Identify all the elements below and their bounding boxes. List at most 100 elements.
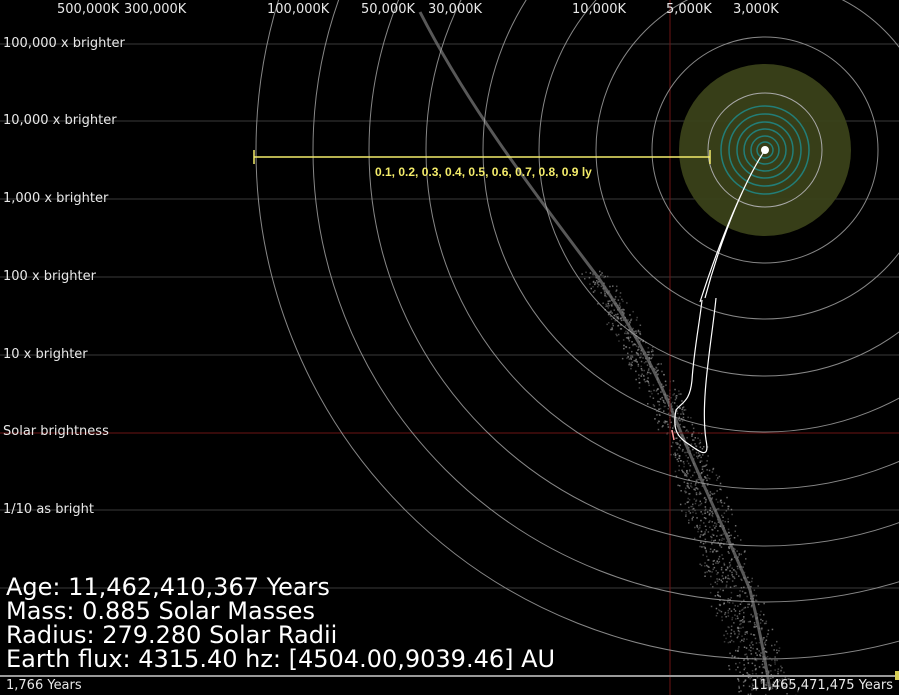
- scatter-point: [774, 686, 776, 688]
- scatter-point: [716, 594, 719, 596]
- scatter-point: [708, 521, 710, 523]
- scatter-point: [705, 549, 707, 552]
- scatter-point: [694, 484, 697, 486]
- scatter-point: [629, 336, 632, 339]
- scatter-point: [737, 635, 739, 638]
- scatter-point: [648, 353, 650, 356]
- scatter-point: [781, 678, 784, 681]
- temp-tick-300000k: 300,000K: [124, 2, 187, 17]
- scatter-point: [625, 346, 627, 348]
- flux-readout: Earth flux: 4315.40 hz: [4504.00,9039.46…: [6, 645, 556, 673]
- scatter-point: [754, 599, 757, 601]
- scatter-point: [706, 469, 708, 471]
- scatter-point: [617, 333, 620, 336]
- scatter-point: [730, 625, 733, 628]
- timeline-track[interactable]: [0, 675, 899, 677]
- timeline-handle[interactable]: [895, 671, 899, 680]
- scatter-point: [590, 287, 592, 290]
- scatter-point: [718, 555, 721, 558]
- scatter-point: [711, 571, 713, 573]
- orbit-ring-5: [425, 0, 899, 490]
- lum-tick-10x: 10 x brighter: [3, 347, 88, 362]
- scatter-point: [730, 610, 733, 612]
- luminosity-gridlines: [0, 43, 899, 589]
- scatter-point: [690, 443, 693, 445]
- scatter-point: [679, 439, 681, 442]
- scatter-point: [643, 369, 645, 372]
- scatter-point: [674, 388, 676, 391]
- scatter-point: [711, 528, 713, 531]
- star-stats-panel: Age: 11,462,410,367 Years Mass: 0.885 So…: [6, 575, 555, 671]
- scatter-point: [641, 369, 643, 372]
- scatter-point: [643, 379, 645, 381]
- scatter-point: [631, 364, 633, 366]
- scatter-point: [704, 512, 707, 514]
- scatter-point: [681, 411, 684, 413]
- scatter-point: [672, 380, 675, 382]
- scatter-point: [745, 631, 747, 633]
- scatter-point: [630, 358, 632, 360]
- scatter-point: [744, 679, 747, 681]
- scatter-point: [747, 693, 750, 695]
- scatter-point: [717, 558, 720, 560]
- scatter-point: [741, 579, 743, 581]
- scatter-point: [640, 356, 642, 358]
- scatter-point: [739, 623, 741, 626]
- scatter-point: [733, 622, 735, 624]
- scatter-point: [709, 520, 711, 522]
- scatter-point: [687, 416, 689, 419]
- scatter-point: [685, 430, 687, 432]
- scatter-point: [678, 469, 680, 472]
- scatter-point: [720, 568, 723, 571]
- scatter-point: [631, 341, 633, 343]
- scatter-point: [704, 547, 707, 550]
- scatter-point: [717, 530, 719, 532]
- temp-tick-10000k: 10,000K: [572, 2, 627, 17]
- scatter-point: [742, 621, 744, 623]
- scatter-point: [724, 611, 727, 614]
- scatter-point: [608, 305, 610, 307]
- inner-orbit-rings: [707, 92, 823, 208]
- scatter-point: [619, 302, 621, 305]
- teal-inner-rings: [720, 105, 810, 195]
- scatter-point: [744, 667, 746, 669]
- scatter-point: [697, 457, 699, 459]
- age-timeline-slider[interactable]: 1,766 Years 11,465,471,475 Years: [0, 671, 899, 695]
- scatter-point: [667, 412, 670, 415]
- scatter-point: [736, 550, 738, 552]
- scatter-point: [631, 350, 633, 353]
- scatter-point: [680, 490, 682, 492]
- scatter-point: [614, 319, 616, 322]
- scatter-point: [630, 357, 632, 359]
- scatter-point: [716, 573, 718, 575]
- scatter-point: [763, 637, 765, 639]
- scatter-point: [646, 373, 648, 375]
- scatter-point: [749, 674, 751, 676]
- scatter-point: [670, 421, 672, 424]
- scatter-point: [633, 360, 635, 362]
- scatter-point: [744, 680, 746, 682]
- scatter-point: [685, 454, 687, 457]
- scatter-point: [670, 403, 672, 405]
- scatter-point: [748, 649, 750, 651]
- scatter-point: [670, 397, 672, 399]
- scatter-point: [693, 498, 696, 500]
- scatter-point: [688, 493, 690, 495]
- scatter-point: [688, 519, 690, 522]
- scatter-point: [649, 395, 651, 398]
- scatter-point: [727, 531, 730, 534]
- scatter-point: [609, 300, 611, 302]
- scatter-point: [738, 612, 741, 615]
- scatter-point: [682, 403, 684, 405]
- scatter-point: [735, 571, 738, 573]
- scatter-point: [712, 586, 714, 588]
- scatter-point: [708, 566, 710, 568]
- scatter-point: [770, 677, 772, 679]
- scatter-point: [766, 686, 768, 689]
- scatter-point: [755, 594, 758, 597]
- scatter-point: [700, 564, 703, 567]
- scatter-point: [710, 575, 712, 578]
- scatter-point: [618, 340, 620, 342]
- scatter-point: [685, 511, 687, 514]
- scatter-point: [760, 680, 762, 683]
